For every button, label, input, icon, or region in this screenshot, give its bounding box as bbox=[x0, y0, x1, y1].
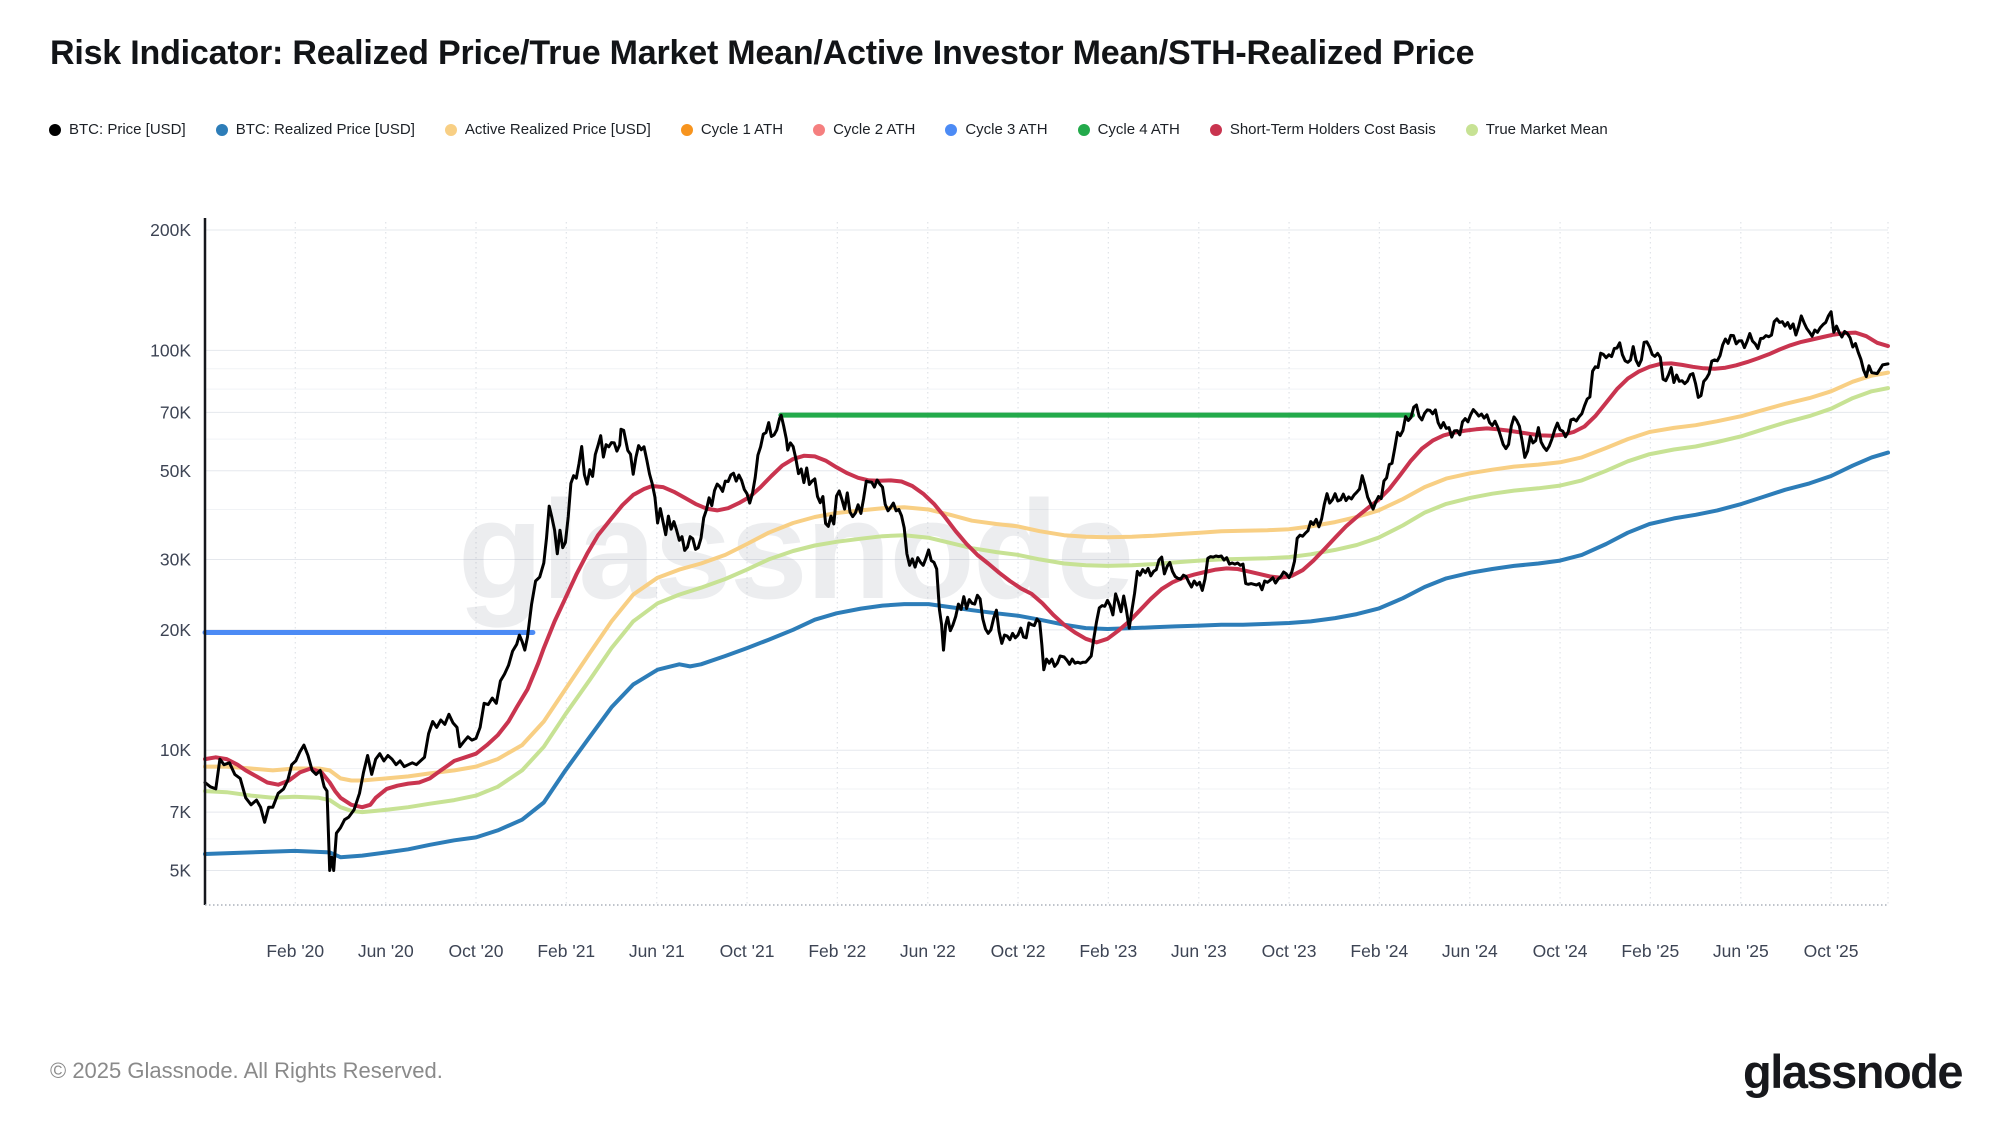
legend-color-dot-icon bbox=[945, 123, 958, 136]
legend-item-active-realized-price-usd[interactable]: Active Realized Price [USD] bbox=[444, 121, 651, 138]
chart-series bbox=[202, 310, 1890, 872]
legend-item-label: Cycle 3 ATH bbox=[965, 121, 1048, 138]
y-axis-tick-label: 100K bbox=[150, 340, 191, 360]
legend-item-cycle-4-ath[interactable]: Cycle 4 ATH bbox=[1077, 121, 1180, 138]
legend-color-dot-icon bbox=[1209, 123, 1222, 136]
x-axis-tick-label: Jun '20 bbox=[358, 941, 414, 961]
legend-item-label: BTC: Price [USD] bbox=[69, 121, 186, 138]
y-axis-tick-label: 5K bbox=[170, 861, 192, 881]
legend-color-dot-icon bbox=[444, 123, 457, 136]
legend-item-label: Cycle 1 ATH bbox=[700, 121, 784, 138]
y-axis-tick-label: 30K bbox=[160, 549, 191, 569]
series-line-true-market-mean bbox=[203, 386, 1890, 815]
x-axis-tick-label: Oct '24 bbox=[1533, 941, 1588, 961]
x-axis-tick-label: Feb '25 bbox=[1621, 941, 1679, 961]
legend-item-cycle-3-ath[interactable]: Cycle 3 ATH bbox=[945, 121, 1048, 138]
x-axis-tick-label: Oct '25 bbox=[1804, 941, 1859, 961]
legend-item-true-market-mean[interactable]: True Market Mean bbox=[1465, 121, 1608, 138]
page-title: Risk Indicator: Realized Price/True Mark… bbox=[50, 34, 1475, 72]
chart-legend: BTC: Price [USD] BTC: Realized Price [USD… bbox=[49, 121, 1608, 138]
legend-item-label: True Market Mean bbox=[1485, 121, 1608, 138]
x-axis-tick-label: Oct '21 bbox=[720, 941, 775, 961]
legend-color-dot-icon bbox=[49, 123, 61, 136]
x-axis-tick-label: Oct '22 bbox=[991, 941, 1046, 961]
legend-item-btc-realized-price-usd[interactable]: BTC: Realized Price [USD] bbox=[215, 121, 415, 138]
legend-color-dot-icon bbox=[215, 123, 228, 136]
y-axis-tick-label: 7K bbox=[170, 802, 192, 822]
y-axis-tick-label: 200K bbox=[150, 220, 191, 240]
copyright-text: © 2025 Glassnode. All Rights Reserved. bbox=[50, 1058, 443, 1083]
legend-color-dot-icon bbox=[813, 123, 826, 136]
glassnode-logo: glassnode bbox=[1743, 1045, 1963, 1098]
legend-item-btc-price-usd[interactable]: BTC: Price [USD] bbox=[49, 121, 186, 138]
series-line-short-term-holders-cost-basis bbox=[203, 330, 1890, 810]
legend-item-label: Active Realized Price [USD] bbox=[464, 121, 651, 138]
y-axis-tick-label: 20K bbox=[160, 620, 191, 640]
x-axis-tick-label: Oct '23 bbox=[1262, 941, 1317, 961]
legend-item-label: Short-Term Holders Cost Basis bbox=[1229, 121, 1436, 138]
legend-color-dot-icon bbox=[680, 123, 693, 136]
legend-color-dot-icon bbox=[1077, 123, 1090, 136]
y-axis-tick-label: 10K bbox=[160, 740, 191, 760]
legend-item-short-term-holders-cost-basis[interactable]: Short-Term Holders Cost Basis bbox=[1209, 121, 1436, 138]
y-axis-tick-label: 50K bbox=[160, 461, 191, 481]
x-axis-tick-label: Feb '23 bbox=[1079, 941, 1137, 961]
series-line-btc-price-usd bbox=[203, 310, 1890, 872]
x-axis-tick-label: Jun '22 bbox=[900, 941, 956, 961]
x-axis-tick-label: Feb '20 bbox=[266, 941, 324, 961]
x-axis-tick-label: Jun '24 bbox=[1442, 941, 1498, 961]
x-axis-tick-label: Feb '24 bbox=[1350, 941, 1408, 961]
legend-item-cycle-1-ath[interactable]: Cycle 1 ATH bbox=[680, 121, 784, 138]
legend-item-cycle-2-ath[interactable]: Cycle 2 ATH bbox=[813, 121, 915, 138]
legend-item-label: Cycle 2 ATH bbox=[833, 121, 916, 138]
y-axis-tick-label: 70K bbox=[160, 402, 191, 422]
legend-color-dot-icon bbox=[1465, 123, 1478, 136]
x-axis-tick-label: Jun '21 bbox=[629, 941, 685, 961]
legend-item-label: Cycle 4 ATH bbox=[1097, 121, 1180, 138]
series-line-active-realized-price-usd bbox=[203, 370, 1890, 783]
legend-item-label: BTC: Realized Price [USD] bbox=[235, 121, 415, 138]
chart-gridlines: 200K 100K 70K 50K 30K 20K 10K 7K 5K Feb '20 Jun '2… bbox=[150, 220, 1889, 961]
x-axis-tick-label: Jun '25 bbox=[1713, 941, 1769, 961]
x-axis-tick-label: Oct '20 bbox=[449, 941, 504, 961]
x-axis-tick-label: Feb '21 bbox=[537, 941, 595, 961]
x-axis-tick-label: Feb '22 bbox=[808, 941, 866, 961]
x-axis-tick-label: Jun '23 bbox=[1171, 941, 1227, 961]
